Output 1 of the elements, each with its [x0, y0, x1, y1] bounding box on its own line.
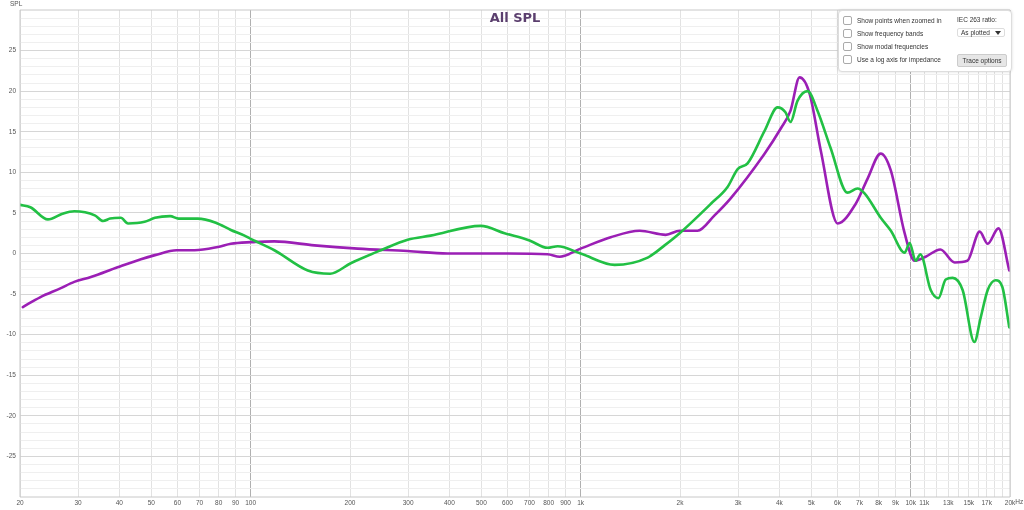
chart-title: All SPL — [489, 9, 541, 25]
